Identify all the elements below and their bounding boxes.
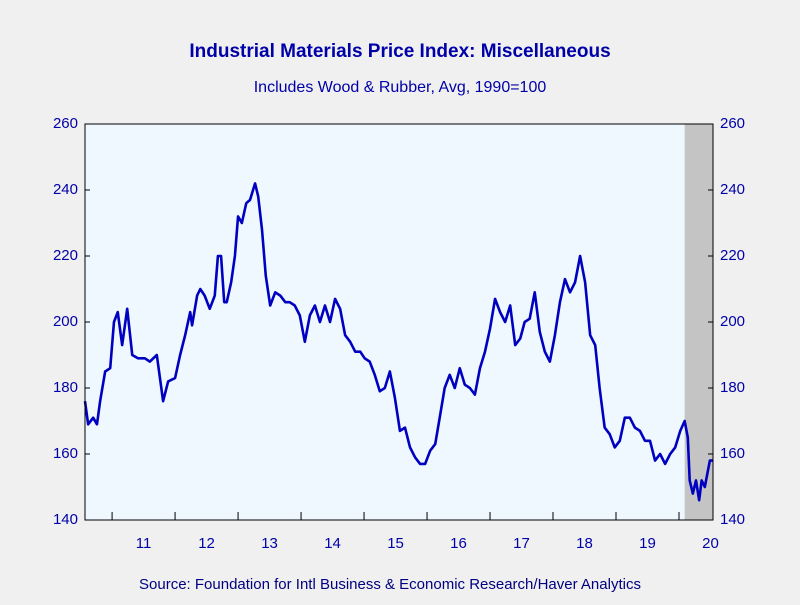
- chart-title: Industrial Materials Price Index: Miscel…: [189, 41, 610, 62]
- y2-tick-label: 240: [720, 181, 745, 198]
- y-tick-label: 180: [53, 379, 78, 396]
- x-tick-label: 13: [261, 535, 278, 552]
- y-tick-label: 220: [53, 247, 78, 264]
- y-tick-label: 160: [53, 445, 78, 462]
- y2-tick-label: 200: [720, 313, 745, 330]
- data-line: [83, 182, 713, 502]
- x-tick-label: 17: [513, 535, 530, 552]
- y2-tick-label: 140: [720, 511, 745, 528]
- x-tick-label: 20: [702, 535, 719, 552]
- y-tick-label: 260: [53, 115, 78, 132]
- x-tick-label: 18: [576, 535, 593, 552]
- y2-tick-label: 260: [720, 115, 745, 132]
- x-tick-label: 12: [198, 535, 215, 552]
- y-tick-label: 240: [53, 181, 78, 198]
- source-note: Source: Foundation for Intl Business & E…: [139, 576, 641, 593]
- chart-subtitle: Includes Wood & Rubber, Avg, 1990=100: [254, 79, 547, 96]
- x-tick-label: 16: [450, 535, 467, 552]
- y2-tick-label: 220: [720, 247, 745, 264]
- x-tick-label: 11: [136, 535, 152, 552]
- plot-area: [85, 124, 713, 520]
- y2-tick-label: 180: [720, 379, 745, 396]
- plot-frame: [84, 123, 714, 521]
- x-tick-label: 19: [639, 535, 656, 552]
- x-tick-label: 14: [324, 535, 341, 552]
- x-tick-label: 15: [387, 535, 404, 552]
- y2-tick-label: 160: [720, 445, 745, 462]
- y-tick-label: 200: [53, 313, 78, 330]
- y-tick-label: 140: [53, 511, 78, 528]
